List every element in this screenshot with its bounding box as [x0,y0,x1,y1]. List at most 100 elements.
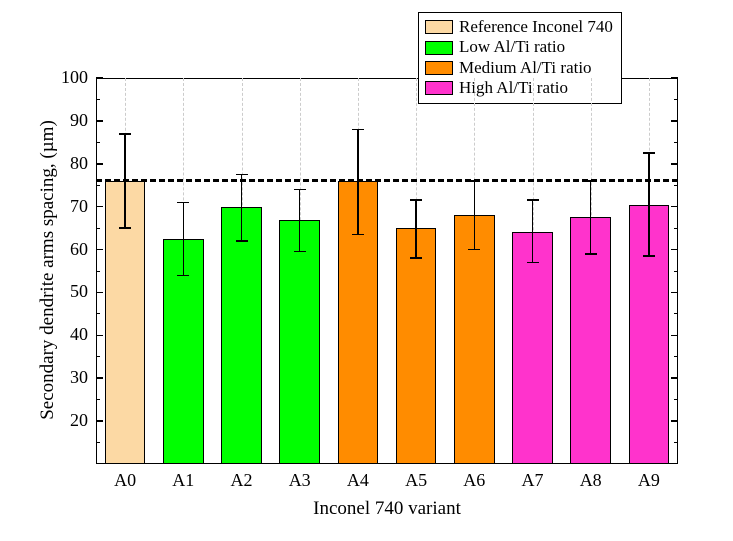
y-minor-tick [674,185,678,186]
chart-container: Secondary dendrite arms spacing, (µm) In… [0,0,733,541]
y-tick-label: 30 [46,367,88,388]
y-minor-tick [96,313,100,314]
errorbar [299,190,301,252]
errorbar [474,181,476,250]
bar-A5 [396,228,437,464]
y-tick [671,377,678,379]
bar-A6 [454,215,495,464]
y-tick-label: 70 [46,196,88,217]
x-tick-label: A4 [336,470,380,491]
errorbar-cap [119,227,131,229]
y-tick [671,249,678,251]
errorbar-cap [468,249,480,251]
y-tick [96,420,103,422]
legend-label: Reference Inconel 740 [459,17,613,37]
x-tick-label: A3 [278,470,322,491]
legend-item: High Al/Ti ratio [425,78,613,98]
y-tick [671,292,678,294]
y-minor-tick [96,356,100,357]
y-minor-tick [96,399,100,400]
y-tick [96,249,103,251]
y-minor-tick [674,356,678,357]
errorbar [241,175,243,241]
y-tick-label: 50 [46,281,88,302]
y-minor-tick [674,399,678,400]
errorbar [648,153,650,256]
legend-label: Medium Al/Ti ratio [459,58,592,78]
y-tick [96,120,103,122]
errorbar-cap [643,152,655,154]
x-tick-label: A6 [452,470,496,491]
y-tick-label: 90 [46,110,88,131]
y-minor-tick [674,142,678,143]
y-minor-tick [674,99,678,100]
y-tick-label: 80 [46,153,88,174]
y-tick [96,335,103,337]
errorbar [590,181,592,254]
y-minor-tick [674,271,678,272]
y-minor-tick [674,228,678,229]
bar-A7 [512,232,553,464]
y-tick [671,120,678,122]
errorbar-cap [236,240,248,242]
errorbar [183,202,185,275]
y-tick-label: 100 [46,67,88,88]
errorbar-cap [119,133,131,135]
legend-swatch [425,81,453,95]
errorbar [415,200,417,258]
errorbar-cap [643,255,655,257]
x-tick-label: A2 [220,470,264,491]
legend-label: High Al/Ti ratio [459,78,568,98]
y-tick-label: 40 [46,324,88,345]
y-minor-tick [96,442,100,443]
y-tick-label: 60 [46,239,88,260]
y-tick [96,377,103,379]
reference-line [96,179,678,182]
errorbar-cap [352,129,364,131]
y-tick [96,292,103,294]
legend-label: Low Al/Ti ratio [459,37,565,57]
errorbar-cap [294,189,306,191]
x-tick-label: A0 [103,470,147,491]
y-minor-tick [96,228,100,229]
y-minor-tick [674,313,678,314]
bar-A2 [221,207,262,464]
errorbar-cap [410,257,422,259]
y-tick-label: 20 [46,410,88,431]
y-tick [96,163,103,165]
errorbar-cap [177,275,189,277]
y-minor-tick [96,185,100,186]
legend-item: Medium Al/Ti ratio [425,58,613,78]
bar-A3 [279,220,320,464]
y-tick [671,206,678,208]
y-minor-tick [96,271,100,272]
x-tick-label: A8 [569,470,613,491]
y-minor-tick [674,442,678,443]
x-tick-label: A5 [394,470,438,491]
errorbar-cap [410,199,422,201]
y-tick [671,420,678,422]
y-tick [96,206,103,208]
y-minor-tick [96,142,100,143]
x-axis-label: Inconel 740 variant [96,498,678,520]
y-tick [671,335,678,337]
errorbar-cap [177,202,189,204]
errorbar-cap [236,174,248,176]
errorbar-cap [294,251,306,253]
y-minor-tick [96,99,100,100]
legend-swatch [425,41,453,55]
errorbar-cap [527,199,539,201]
legend-swatch [425,61,453,75]
y-tick [671,163,678,165]
x-tick-label: A7 [511,470,555,491]
legend-item: Low Al/Ti ratio [425,37,613,57]
errorbar-cap [527,262,539,264]
y-tick [96,77,103,79]
x-tick-label: A9 [627,470,671,491]
legend-item: Reference Inconel 740 [425,17,613,37]
legend-swatch [425,20,453,34]
errorbar-cap [585,253,597,255]
x-tick-label: A1 [161,470,205,491]
y-tick [671,77,678,79]
errorbar [532,200,534,262]
